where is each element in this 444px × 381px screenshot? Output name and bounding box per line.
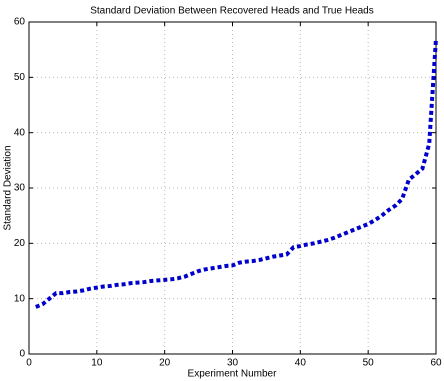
y-tick-label: 50 (14, 72, 26, 83)
y-tick-label: 40 (14, 127, 26, 138)
x-axis-label: Experiment Number (188, 369, 278, 380)
y-tick-label: 60 (14, 17, 26, 28)
y-axis-label: Standard Deviation (3, 145, 14, 230)
x-tick-label: 30 (227, 358, 239, 369)
x-tick-label: 60 (430, 358, 442, 369)
x-tick-label: 20 (159, 358, 171, 369)
data-line (35, 38, 438, 309)
y-tick-label: 30 (14, 183, 26, 194)
x-tick-label: 50 (363, 358, 375, 369)
chart-title: Standard Deviation Between Recovered Hea… (90, 6, 374, 17)
x-tick-label: 0 (26, 358, 32, 369)
y-tick-label: 20 (14, 238, 26, 249)
x-tick-label: 10 (91, 358, 103, 369)
plot-frame (28, 21, 437, 355)
y-tick-label: 10 (14, 293, 26, 304)
y-tick-label: 0 (19, 349, 25, 360)
x-tick-label: 40 (295, 358, 307, 369)
